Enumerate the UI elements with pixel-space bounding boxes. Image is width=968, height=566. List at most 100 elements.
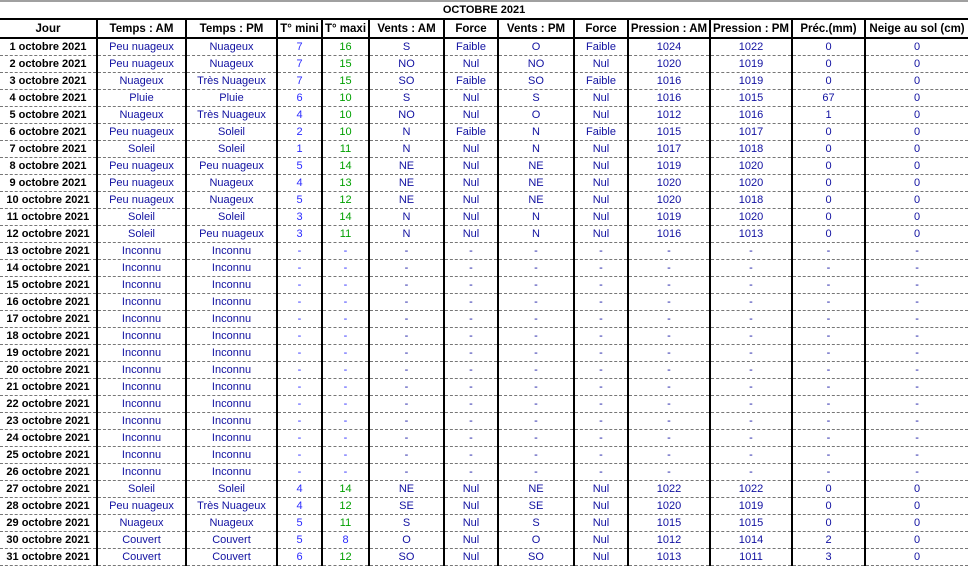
cell-temps-am[interactable]: Inconnu xyxy=(96,259,186,277)
cell-force-am[interactable]: - xyxy=(443,463,498,481)
cell-vents-pm[interactable]: - xyxy=(497,242,574,260)
cell-precipitation[interactable]: 0 xyxy=(791,225,865,243)
cell-jour[interactable]: 28 octobre 2021 xyxy=(0,497,97,515)
cell-temps-am[interactable]: Peu nuageux xyxy=(96,497,186,515)
cell-vents-pm[interactable]: NO xyxy=(497,55,574,73)
cell-force-am[interactable]: Faible xyxy=(443,72,498,90)
cell-vents-pm[interactable]: - xyxy=(497,259,574,277)
cell-vents-pm[interactable]: N xyxy=(497,123,574,141)
cell-t-mini[interactable]: 5 xyxy=(276,531,322,549)
cell-temps-pm[interactable]: Peu nuageux xyxy=(185,225,277,243)
cell-jour[interactable]: 8 octobre 2021 xyxy=(0,157,97,175)
cell-force-pm[interactable]: - xyxy=(573,429,628,447)
cell-force-am[interactable]: Nul xyxy=(443,140,498,158)
cell-pression-pm[interactable]: - xyxy=(709,361,792,379)
cell-temps-pm[interactable]: Inconnu xyxy=(185,259,277,277)
cell-force-am[interactable]: Nul xyxy=(443,514,498,532)
cell-vents-pm[interactable]: NE xyxy=(497,174,574,192)
cell-force-am[interactable]: Nul xyxy=(443,89,498,107)
cell-neige[interactable]: - xyxy=(863,463,968,481)
cell-pression-pm[interactable]: 1020 xyxy=(709,174,792,192)
cell-t-maxi[interactable]: 10 xyxy=(321,123,369,141)
cell-vents-pm[interactable]: SE xyxy=(497,497,574,515)
cell-force-pm[interactable]: Nul xyxy=(573,174,628,192)
cell-vents-pm[interactable]: - xyxy=(497,293,574,311)
cell-jour[interactable]: 12 octobre 2021 xyxy=(0,225,97,243)
cell-jour[interactable]: 2 octobre 2021 xyxy=(0,55,97,73)
cell-force-pm[interactable]: - xyxy=(573,446,628,464)
cell-temps-pm[interactable]: Très Nuageux xyxy=(185,72,277,90)
cell-temps-pm[interactable]: Inconnu xyxy=(185,395,277,413)
cell-t-mini[interactable]: - xyxy=(276,429,322,447)
cell-neige[interactable]: 0 xyxy=(863,38,968,56)
cell-precipitation[interactable]: 0 xyxy=(791,191,865,209)
cell-pression-am[interactable]: 1020 xyxy=(627,174,710,192)
cell-jour[interactable]: 24 octobre 2021 xyxy=(0,429,97,447)
cell-temps-pm[interactable]: Inconnu xyxy=(185,361,277,379)
cell-force-pm[interactable]: - xyxy=(573,395,628,413)
cell-t-maxi[interactable]: 10 xyxy=(321,89,369,107)
cell-neige[interactable]: 0 xyxy=(863,106,968,124)
cell-jour[interactable]: 17 octobre 2021 xyxy=(0,310,97,328)
cell-precipitation[interactable]: 0 xyxy=(791,140,865,158)
cell-temps-am[interactable]: Nuageux xyxy=(96,72,186,90)
cell-vents-pm[interactable]: - xyxy=(497,327,574,345)
cell-vents-pm[interactable]: - xyxy=(497,395,574,413)
cell-precipitation[interactable]: 0 xyxy=(791,157,865,175)
cell-temps-am[interactable]: Inconnu xyxy=(96,395,186,413)
cell-force-am[interactable]: Nul xyxy=(443,55,498,73)
cell-vents-am[interactable]: - xyxy=(368,395,444,413)
cell-temps-am[interactable]: Inconnu xyxy=(96,276,186,294)
cell-temps-pm[interactable]: Inconnu xyxy=(185,344,277,362)
cell-force-am[interactable]: - xyxy=(443,242,498,260)
cell-jour[interactable]: 18 octobre 2021 xyxy=(0,327,97,345)
cell-temps-pm[interactable]: Nuageux xyxy=(185,38,277,56)
cell-pression-pm[interactable]: 1014 xyxy=(709,531,792,549)
cell-t-maxi[interactable]: 13 xyxy=(321,174,369,192)
cell-t-mini[interactable]: - xyxy=(276,463,322,481)
cell-precipitation[interactable]: - xyxy=(791,242,865,260)
cell-temps-pm[interactable]: Inconnu xyxy=(185,293,277,311)
cell-pression-am[interactable]: - xyxy=(627,293,710,311)
cell-jour[interactable]: 16 octobre 2021 xyxy=(0,293,97,311)
cell-temps-am[interactable]: Soleil xyxy=(96,480,186,498)
cell-vents-am[interactable]: SO xyxy=(368,548,444,566)
cell-force-am[interactable]: - xyxy=(443,429,498,447)
cell-temps-am[interactable]: Inconnu xyxy=(96,344,186,362)
cell-jour[interactable]: 25 octobre 2021 xyxy=(0,446,97,464)
cell-t-maxi[interactable]: - xyxy=(321,378,369,396)
cell-vents-am[interactable]: - xyxy=(368,242,444,260)
cell-vents-am[interactable]: N xyxy=(368,225,444,243)
cell-pression-pm[interactable]: - xyxy=(709,259,792,277)
cell-jour[interactable]: 21 octobre 2021 xyxy=(0,378,97,396)
cell-precipitation[interactable]: - xyxy=(791,276,865,294)
cell-force-pm[interactable]: Faible xyxy=(573,123,628,141)
cell-t-maxi[interactable]: 8 xyxy=(321,531,369,549)
column-header-temps-am[interactable]: Temps : AM xyxy=(96,19,186,39)
cell-vents-pm[interactable]: SO xyxy=(497,72,574,90)
cell-precipitation[interactable]: - xyxy=(791,259,865,277)
cell-pression-am[interactable]: 1024 xyxy=(627,38,710,56)
cell-t-maxi[interactable]: - xyxy=(321,310,369,328)
cell-pression-am[interactable]: 1016 xyxy=(627,225,710,243)
cell-pression-pm[interactable]: - xyxy=(709,395,792,413)
cell-t-mini[interactable]: - xyxy=(276,327,322,345)
cell-temps-am[interactable]: Nuageux xyxy=(96,106,186,124)
cell-vents-pm[interactable]: NE xyxy=(497,157,574,175)
cell-t-maxi[interactable]: 11 xyxy=(321,140,369,158)
cell-t-maxi[interactable]: - xyxy=(321,361,369,379)
cell-t-maxi[interactable]: 15 xyxy=(321,55,369,73)
cell-jour[interactable]: 27 octobre 2021 xyxy=(0,480,97,498)
cell-t-mini[interactable]: - xyxy=(276,276,322,294)
cell-t-mini[interactable]: - xyxy=(276,378,322,396)
cell-jour[interactable]: 1 octobre 2021 xyxy=(0,38,97,56)
column-header-pression-am[interactable]: Pression : AM xyxy=(627,19,710,39)
cell-pression-am[interactable]: 1013 xyxy=(627,548,710,566)
cell-precipitation[interactable]: 0 xyxy=(791,38,865,56)
cell-pression-pm[interactable]: - xyxy=(709,276,792,294)
cell-jour[interactable]: 4 octobre 2021 xyxy=(0,89,97,107)
cell-temps-am[interactable]: Inconnu xyxy=(96,429,186,447)
cell-temps-pm[interactable]: Nuageux xyxy=(185,174,277,192)
cell-pression-am[interactable]: 1022 xyxy=(627,480,710,498)
cell-pression-pm[interactable]: 1018 xyxy=(709,140,792,158)
